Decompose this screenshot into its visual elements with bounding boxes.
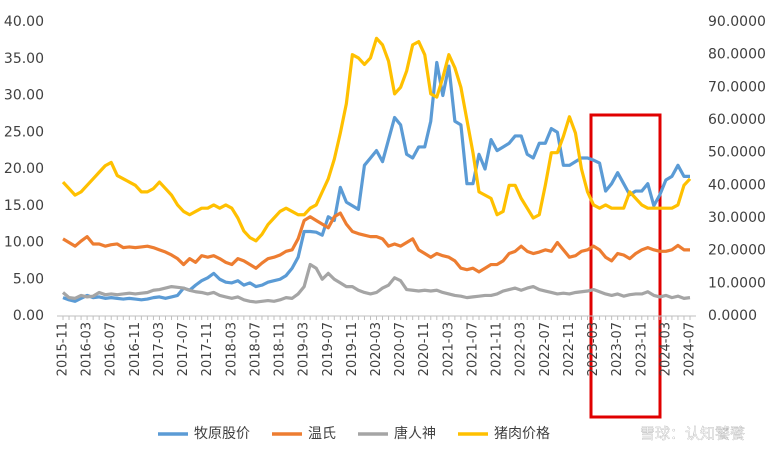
x-tick-label: 2016-11 (128, 322, 143, 376)
x-tick-label: 2019-03 (297, 322, 312, 376)
x-tick-label: 2022-11 (562, 322, 577, 376)
x-tick-label: 2021-07 (465, 322, 480, 376)
x-tick-label: 2016-07 (104, 322, 119, 376)
x-tick-label: 2023-03 (586, 322, 601, 376)
series-line (62, 60, 690, 303)
x-tick-label: 2021-03 (441, 322, 456, 376)
x-tick-label: 2022-07 (538, 322, 553, 376)
y-tick-label: 35.00 (4, 51, 44, 67)
watermark: 雪球：认知饕餮 (640, 425, 745, 443)
x-tick-label: 2020-03 (369, 322, 384, 376)
x-tick-label: 2018-07 (248, 322, 263, 376)
y-tick-label: 40.00 (4, 14, 44, 30)
highlight-box (589, 113, 662, 419)
y2-tick-label: 20.0000 (708, 243, 766, 259)
y2-tick-label: 50.0000 (708, 145, 766, 161)
x-tick-label: 2019-07 (321, 322, 336, 376)
y-tick-label: 25.00 (4, 124, 44, 140)
x-tick-label: 2019-11 (345, 322, 360, 376)
x-tick-label: 2018-11 (273, 322, 288, 376)
y-tick-label: 15.00 (4, 198, 44, 214)
series-line (61, 36, 692, 243)
x-tick-label: 2022-03 (514, 322, 529, 376)
legend-label: 猪肉价格 (494, 426, 550, 442)
y-tick-label: 20.00 (4, 161, 44, 177)
y2-tick-label: 60.0000 (708, 112, 766, 128)
legend-label: 唐人神 (394, 425, 436, 442)
y2-tick-label: 0.0000 (708, 308, 757, 324)
y2-tick-label: 40.0000 (708, 177, 766, 193)
legend-label: 牧原股价 (194, 426, 250, 442)
y2-tick-label: 70.0000 (708, 79, 766, 95)
x-tick-label: 2023-07 (610, 322, 625, 376)
y-tick-label: 30.00 (4, 88, 44, 104)
y2-tick-label: 10.0000 (708, 275, 766, 291)
x-tick-label: 2017-03 (152, 322, 167, 376)
y-tick-label: 5.00 (13, 271, 44, 287)
x-tick-label: 2023-11 (634, 322, 649, 376)
x-tick-label: 2020-11 (417, 322, 432, 376)
x-tick-label: 2024-07 (683, 322, 698, 376)
x-tick-label: 2015-11 (56, 322, 71, 376)
y-tick-label: 10.00 (4, 235, 44, 251)
x-tick-label: 2016-03 (80, 322, 95, 376)
legend-label: 温氏 (308, 426, 336, 442)
x-tick-label: 2024-03 (658, 322, 673, 376)
series-line (62, 211, 690, 274)
series-line (61, 262, 691, 304)
x-tick-label: 2017-07 (176, 322, 191, 376)
x-tick-label: 2021-11 (490, 322, 505, 376)
y-tick-label: 0.00 (13, 308, 44, 324)
x-tick-label: 2017-11 (200, 322, 215, 376)
x-tick-label: 2020-07 (393, 322, 408, 376)
y2-tick-label: 30.0000 (708, 210, 766, 226)
y2-tick-label: 80.0000 (708, 47, 766, 63)
x-tick-label: 2018-03 (224, 322, 239, 376)
y2-tick-label: 90.0000 (708, 14, 766, 30)
